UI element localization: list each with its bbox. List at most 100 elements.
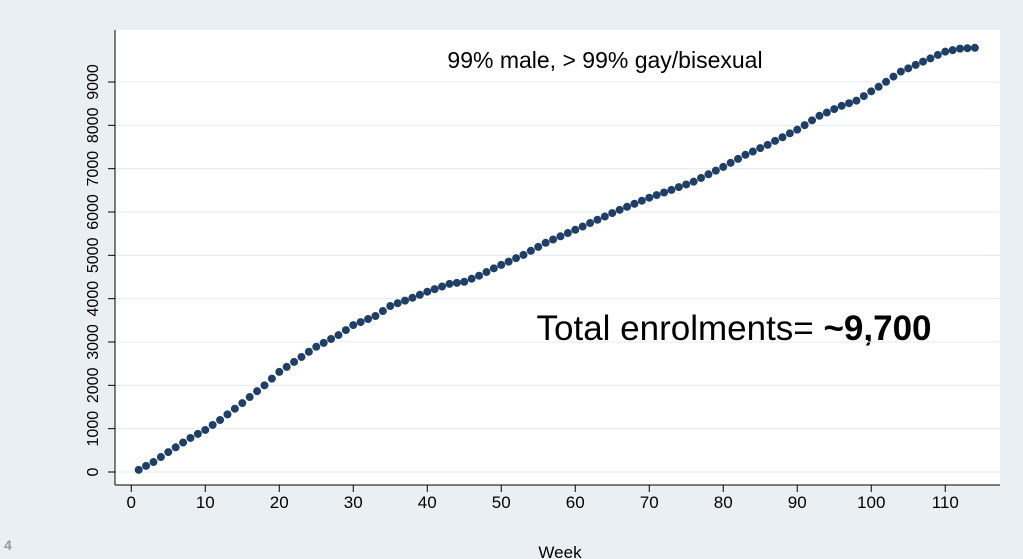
point [327,334,336,343]
point [711,166,720,175]
point [526,246,535,255]
x-tick-label: 0 [127,493,136,512]
point [179,438,188,447]
point [830,105,839,114]
x-tick-label: 80 [714,493,733,512]
point [504,257,513,266]
x-tick-label: 20 [270,493,289,512]
point [156,453,165,462]
point [970,43,979,52]
point [911,60,920,69]
point [193,429,202,438]
point [430,285,439,294]
point [497,260,506,269]
point [378,307,387,316]
point [697,173,706,182]
x-tick-label: 60 [566,493,585,512]
point [267,374,276,383]
y-tick-label: 2000 [85,367,102,403]
point [859,92,868,101]
point [919,57,928,66]
point [149,458,158,467]
point [460,277,469,286]
point [438,282,447,291]
point [822,108,831,117]
point [408,293,417,302]
point [364,315,373,324]
point [386,302,395,311]
point [423,287,432,296]
point [223,410,232,419]
point [445,279,454,288]
x-tick-label: 30 [344,493,363,512]
point [667,185,676,194]
point [586,219,595,228]
y-tick-label: 0 [85,467,102,476]
point [467,274,476,283]
x-tick-label: 40 [418,493,437,512]
x-axis-title: Week [538,543,582,559]
y-tick-label: 3000 [85,324,102,360]
point [312,342,321,351]
point [785,129,794,138]
point [534,242,543,251]
x-tick-label: 10 [196,493,215,512]
point [837,101,846,110]
point [415,290,424,299]
point [771,136,780,145]
point [682,180,691,189]
point [726,158,735,167]
point [349,321,358,330]
point [719,162,728,171]
point [963,44,972,53]
point [615,205,624,214]
point [956,44,965,53]
point [253,387,262,396]
point [356,318,365,327]
point [904,64,913,73]
point [815,111,824,120]
y-tick-label: 7000 [85,151,102,187]
point [393,299,402,308]
point [563,229,572,238]
point [549,235,558,244]
point [608,209,617,218]
point [186,433,195,442]
point [748,147,757,156]
point [660,188,669,197]
point [238,399,247,408]
point [475,271,484,280]
point [556,232,565,241]
point [652,191,661,200]
point [208,420,217,429]
point [290,357,299,366]
y-tick-label: 6000 [85,194,102,230]
x-tick-label: 100 [857,493,885,512]
point [852,96,861,105]
point [164,448,173,457]
point [674,183,683,192]
point [230,404,239,413]
point [645,193,654,202]
point [260,381,269,390]
y-tick-label: 5000 [85,237,102,273]
y-tick-label: 9000 [85,64,102,100]
point [201,425,210,434]
y-tick-label: 8000 [85,107,102,143]
point [741,150,750,159]
x-tick-label: 50 [492,493,511,512]
point [519,250,528,259]
point [926,54,935,63]
point [578,222,587,231]
point [142,461,151,470]
point [845,99,854,108]
point [948,46,957,55]
x-tick-label: 110 [932,493,959,512]
point [933,50,942,59]
point [482,268,491,277]
point [793,125,802,134]
point [245,393,254,402]
point [452,278,461,287]
point [297,352,306,361]
